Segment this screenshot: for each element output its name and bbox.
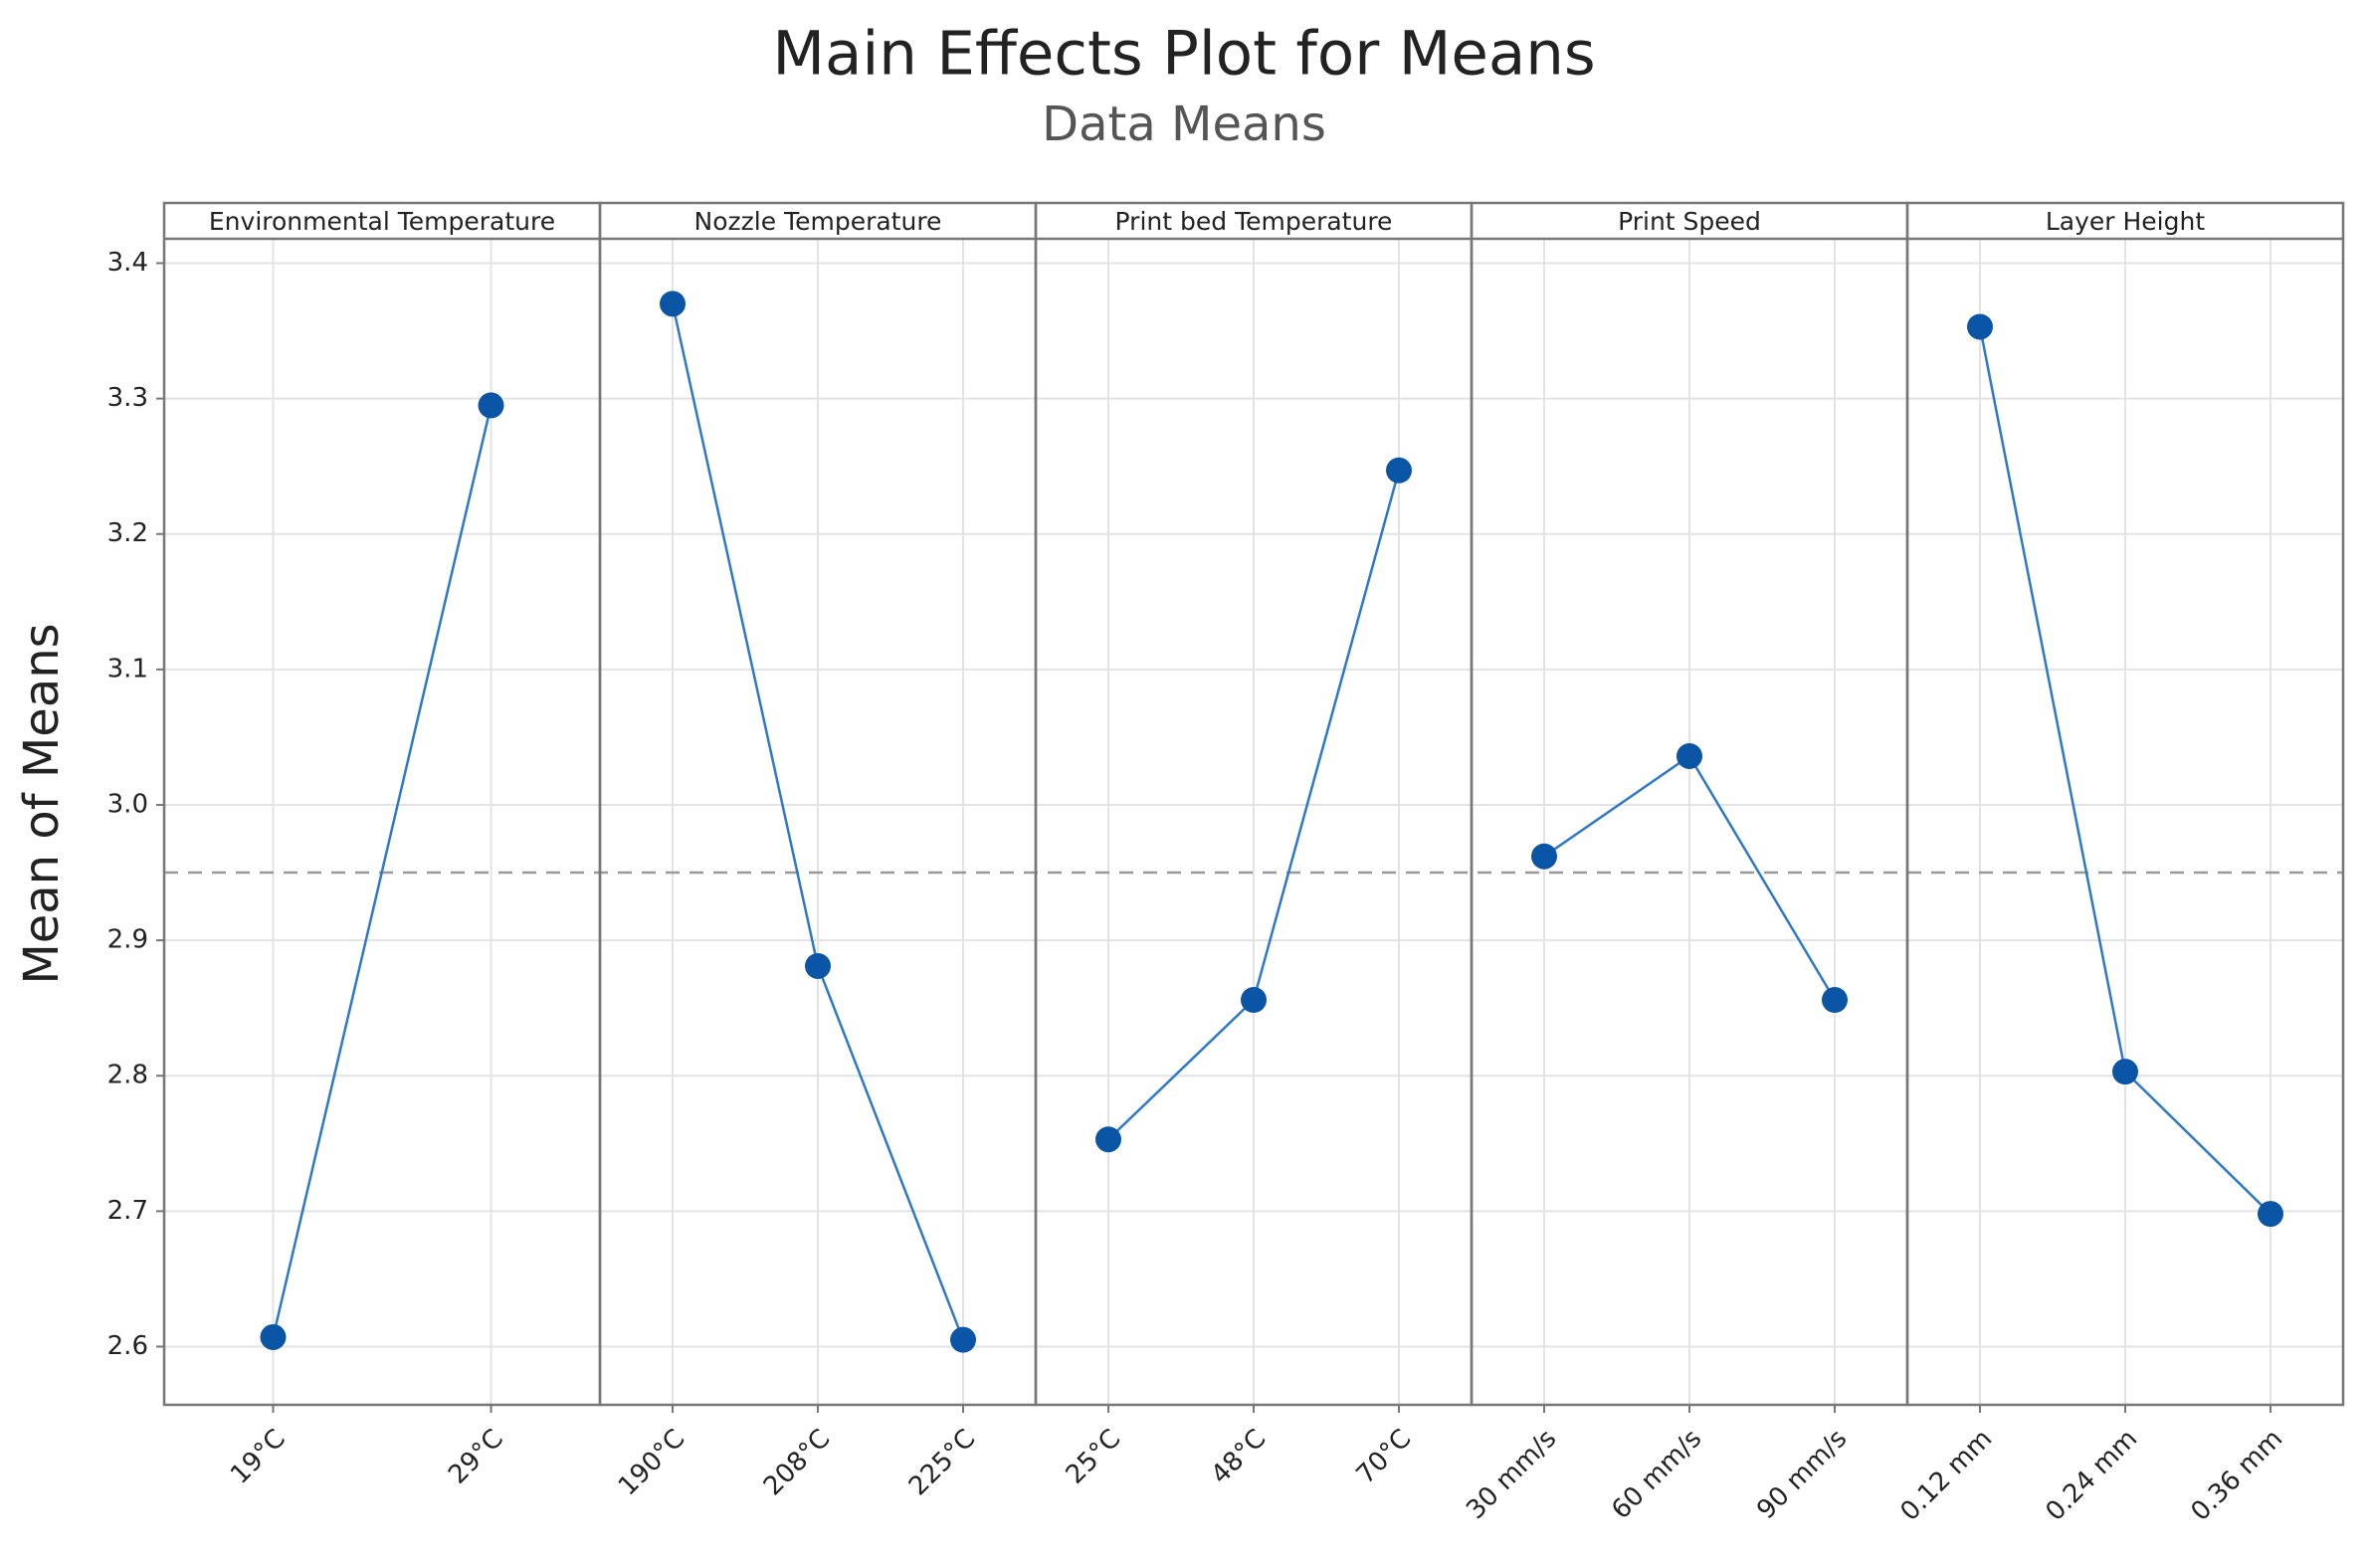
y-axis-label: Mean of Means <box>14 623 70 984</box>
x-tick-label: 0.36 mm <box>2185 1424 2288 1527</box>
x-tick-label: 0.12 mm <box>1894 1424 1998 1527</box>
x-tick-label: 225°C <box>903 1424 981 1501</box>
chart-subtitle: Data Means <box>1042 97 1326 152</box>
data-point <box>1967 313 1993 340</box>
y-tick-label: 3.1 <box>107 654 148 684</box>
panel-title: Nozzle Temperature <box>694 207 942 236</box>
y-tick-label: 2.9 <box>107 925 148 955</box>
chart-title: Main Effects Plot for Means <box>772 19 1595 90</box>
x-tick-label: 0.24 mm <box>2040 1424 2143 1527</box>
x-tick-label: 190°C <box>613 1424 690 1501</box>
data-point <box>950 1326 976 1353</box>
data-point <box>660 291 686 317</box>
data-point <box>1241 986 1267 1013</box>
data-point <box>2112 1059 2138 1085</box>
y-tick-label: 2.7 <box>107 1196 148 1226</box>
data-point <box>1531 843 1557 870</box>
panel-title: Print Speed <box>1618 207 1761 236</box>
y-tick-label: 3.4 <box>107 248 148 278</box>
x-tick-label: 29°C <box>443 1424 509 1490</box>
data-point <box>1677 742 1702 769</box>
data-point <box>260 1323 287 1350</box>
y-tick-label: 2.6 <box>107 1331 148 1361</box>
data-point <box>1095 1126 1121 1153</box>
y-tick-label: 3.3 <box>107 383 148 413</box>
panel-title: Print bed Temperature <box>1115 207 1393 236</box>
y-tick-label: 3.0 <box>107 789 148 819</box>
x-tick-label: 208°C <box>758 1424 836 1501</box>
data-point <box>2258 1201 2283 1228</box>
x-tick-label: 90 mm/s <box>1751 1424 1853 1525</box>
x-tick-label: 25°C <box>1061 1424 1127 1490</box>
y-tick-label: 2.8 <box>107 1061 148 1090</box>
y-tick-label: 3.2 <box>107 518 148 548</box>
x-tick-label: 48°C <box>1206 1424 1273 1490</box>
panel-title: Environmental Temperature <box>209 207 555 236</box>
x-tick-label: 19°C <box>225 1424 292 1490</box>
panel-frame <box>1905 201 2345 1407</box>
panel-title: Layer Height <box>2046 207 2205 236</box>
data-point <box>1822 986 1848 1013</box>
data-point <box>1386 457 1412 484</box>
x-tick-label: 70°C <box>1351 1424 1418 1490</box>
data-point <box>805 952 831 979</box>
effect-line <box>272 405 493 1338</box>
data-point <box>478 392 504 419</box>
x-tick-label: 30 mm/s <box>1461 1424 1562 1525</box>
x-tick-label: 60 mm/s <box>1606 1424 1707 1525</box>
